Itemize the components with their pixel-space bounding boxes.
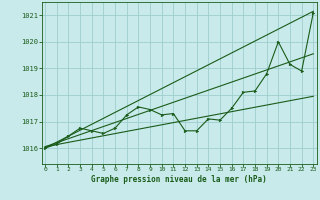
X-axis label: Graphe pression niveau de la mer (hPa): Graphe pression niveau de la mer (hPa) — [91, 175, 267, 184]
